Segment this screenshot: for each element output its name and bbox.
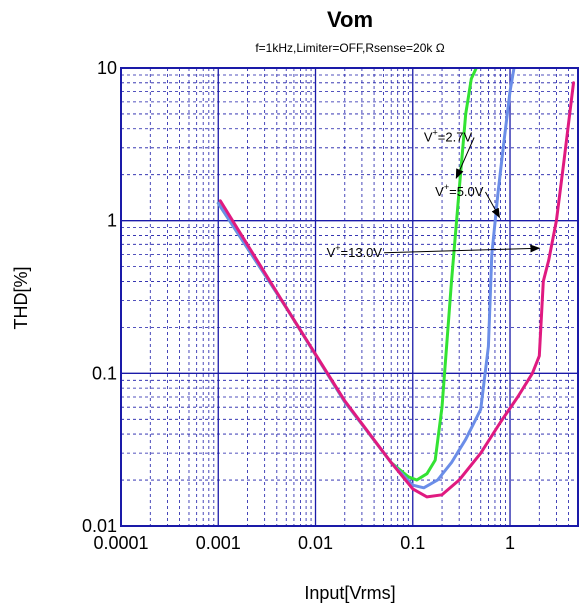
x-tick-label: 0.1 — [400, 533, 425, 553]
chart-subtitle: f=1kHz,Limiter=OFF,Rsense=20k Ω — [255, 41, 444, 55]
axes-frame — [120, 67, 579, 527]
y-tick-label: 0.01 — [82, 516, 117, 536]
annotations: V+=2.7V V+=5.0V V+=13.0V — [327, 128, 541, 260]
series-line-3 — [218, 81, 575, 499]
series-lines — [216, 68, 575, 499]
x-tick-label: 1 — [505, 533, 515, 553]
annotation-label-1: V+=2.7V — [424, 128, 473, 145]
y-tick-label: 0.1 — [92, 363, 117, 383]
x-tick-labels: 0.0001 0.001 0.01 0.1 1 — [93, 533, 515, 553]
y-tick-labels: 0.01 0.1 1 10 — [82, 58, 117, 536]
plot-area — [121, 68, 578, 526]
annotation-label-3: V+=13.0V — [327, 243, 383, 260]
x-tick-label: 0.001 — [196, 533, 241, 553]
annotation-arrow-2 — [485, 191, 501, 219]
y-tick-label: 10 — [97, 58, 117, 78]
major-gridlines — [121, 68, 578, 526]
x-tick-label: 0.01 — [298, 533, 333, 553]
y-axis-label: THD[%] — [11, 267, 31, 330]
x-axis-label: Input[Vrms] — [304, 583, 395, 603]
x-tick-label: 0.0001 — [93, 533, 148, 553]
y-tick-label: 1 — [107, 211, 117, 231]
annotation-arrow-1 — [455, 137, 475, 180]
chart-title: Vom — [327, 7, 373, 32]
annotation-arrow-3 — [384, 244, 541, 254]
annotation-label-2: V+=5.0V — [435, 182, 484, 199]
